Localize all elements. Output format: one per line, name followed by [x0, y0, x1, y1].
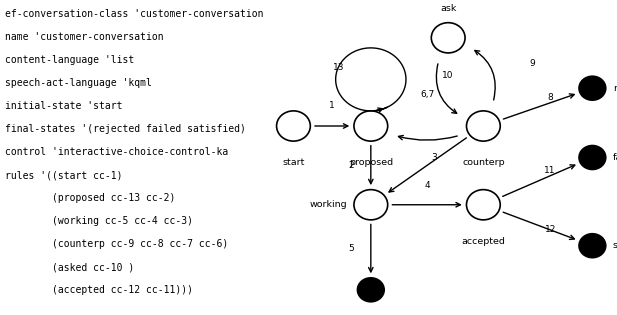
Text: 1: 1 — [329, 101, 335, 110]
Text: initial-state 'start: initial-state 'start — [6, 101, 123, 112]
Text: (working cc-5 cc-4 cc-3): (working cc-5 cc-4 cc-3) — [6, 216, 194, 226]
Circle shape — [466, 190, 500, 220]
Text: 2: 2 — [349, 161, 354, 170]
Text: control 'interactive-choice-control-ka: control 'interactive-choice-control-ka — [6, 147, 229, 158]
Text: 12: 12 — [544, 226, 556, 234]
Circle shape — [357, 278, 384, 302]
Text: 13: 13 — [333, 63, 345, 72]
FancyArrowPatch shape — [399, 135, 457, 140]
Circle shape — [354, 111, 387, 141]
Text: rejected: rejected — [613, 84, 617, 93]
Circle shape — [466, 111, 500, 141]
Text: ask: ask — [440, 4, 457, 13]
Text: accepted: accepted — [462, 237, 505, 246]
Circle shape — [579, 146, 606, 169]
Text: working: working — [309, 200, 347, 209]
Text: (proposed cc-13 cc-2): (proposed cc-13 cc-2) — [6, 193, 176, 203]
FancyArrowPatch shape — [475, 50, 495, 100]
Text: (counterp cc-9 cc-8 cc-7 cc-6): (counterp cc-9 cc-8 cc-7 cc-6) — [6, 239, 229, 249]
Text: (asked cc-10 ): (asked cc-10 ) — [6, 262, 135, 272]
Text: 9: 9 — [530, 59, 536, 67]
Text: 10: 10 — [442, 71, 454, 80]
Text: content-language 'list: content-language 'list — [6, 55, 135, 66]
Circle shape — [579, 76, 606, 100]
Text: proposed: proposed — [349, 158, 393, 168]
Text: final-states '(rejected failed satisfied): final-states '(rejected failed satisfied… — [6, 124, 246, 135]
Text: 11: 11 — [544, 166, 556, 175]
Circle shape — [276, 111, 310, 141]
FancyArrowPatch shape — [436, 64, 457, 113]
Text: satisfied: satisfied — [613, 241, 617, 250]
Text: start: start — [282, 158, 305, 168]
Text: 4: 4 — [424, 181, 430, 190]
Text: 3: 3 — [431, 153, 437, 162]
Text: 8: 8 — [547, 93, 553, 102]
Text: ef-conversation-class 'customer-conversation: ef-conversation-class 'customer-conversa… — [6, 9, 264, 20]
Text: speech-act-language 'kqml: speech-act-language 'kqml — [6, 78, 152, 89]
Text: name 'customer-conversation: name 'customer-conversation — [6, 32, 164, 43]
Circle shape — [431, 23, 465, 53]
Circle shape — [354, 190, 387, 220]
Circle shape — [579, 234, 606, 258]
Text: rules '((start cc-1): rules '((start cc-1) — [6, 170, 123, 180]
Text: counterp: counterp — [462, 158, 505, 168]
Text: 6,7: 6,7 — [420, 90, 434, 99]
Text: (accepted cc-12 cc-11))): (accepted cc-12 cc-11))) — [6, 285, 194, 295]
Text: failed: failed — [613, 153, 617, 162]
Text: 5: 5 — [349, 244, 354, 253]
